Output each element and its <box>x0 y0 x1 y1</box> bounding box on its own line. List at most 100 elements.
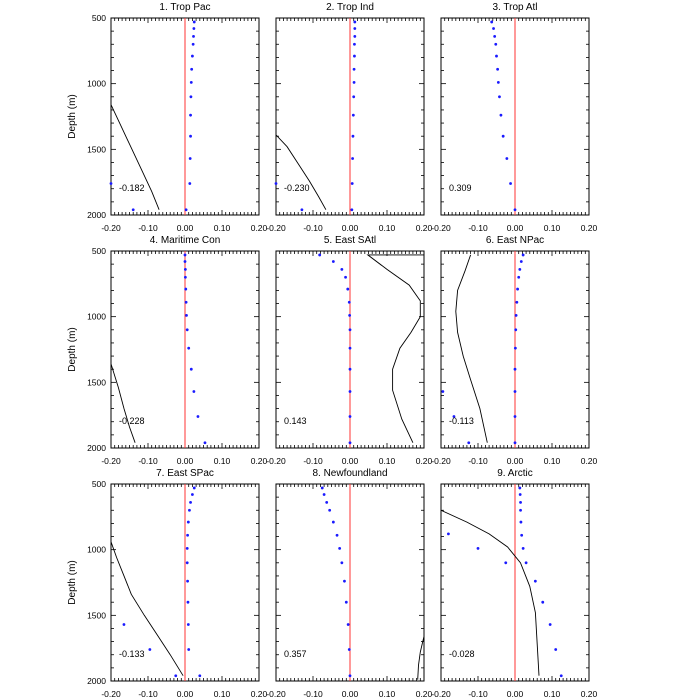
blue-dot <box>348 328 352 332</box>
x-tick-label: -0.20 <box>266 456 286 466</box>
blue-dot <box>131 208 135 212</box>
blue-dot <box>496 80 500 84</box>
blue-dot <box>331 520 335 524</box>
blue-dot <box>192 27 196 30</box>
blue-dot <box>192 34 195 38</box>
black-curve <box>441 509 540 676</box>
x-tick-label: 0.00 <box>342 689 359 699</box>
blue-dot <box>192 390 196 393</box>
blue-dot <box>189 500 192 504</box>
blue-dot <box>344 600 348 604</box>
blue-dot <box>183 253 187 257</box>
correlation-annotation: -0.133 <box>119 649 145 659</box>
x-tick-label: 0.00 <box>507 456 524 466</box>
x-tick-label: 0.20 <box>416 456 433 466</box>
blue-dot <box>340 267 344 271</box>
blue-dot <box>441 390 445 393</box>
blue-dot <box>492 27 495 30</box>
x-tick-label: 0.20 <box>416 223 433 233</box>
blue-dot <box>554 648 558 651</box>
panel-9: 9. Arctic -0.20 -0.10 0.00 0.10 0.20 -0.028 <box>431 468 597 699</box>
blue-dot <box>348 313 352 317</box>
y-axis-label: Depth (m) <box>67 560 78 604</box>
blue-dot <box>185 546 189 550</box>
correlation-annotation: 0.309 <box>449 183 472 193</box>
blue-dot <box>185 328 189 332</box>
blue-dot <box>340 561 344 565</box>
blue-dot <box>559 674 563 678</box>
blue-dot <box>513 441 517 445</box>
blue-dot <box>203 441 207 445</box>
blue-dot <box>524 561 528 565</box>
blue-dot <box>184 287 188 291</box>
x-tick-label: -0.10 <box>468 223 488 233</box>
blue-dot <box>353 27 357 30</box>
blue-dot <box>109 182 113 185</box>
black-curve <box>455 254 488 443</box>
black-curve <box>417 636 424 680</box>
blue-dot <box>344 275 347 279</box>
y-tick-label: 500 <box>92 479 106 489</box>
blue-dot <box>513 346 517 350</box>
x-tick-label: -0.10 <box>138 689 158 699</box>
blue-dot <box>274 182 278 185</box>
blue-dot <box>513 390 517 393</box>
blue-dot <box>320 486 324 490</box>
blue-dot <box>322 493 326 496</box>
blue-dot <box>189 113 192 117</box>
x-tick-label: 0.10 <box>214 456 231 466</box>
x-tick-label: -0.20 <box>431 223 451 233</box>
blue-dot <box>190 67 194 71</box>
black-curve <box>111 363 136 443</box>
x-tick-label: -0.10 <box>468 689 488 699</box>
blue-dot <box>520 533 524 537</box>
blue-dot <box>348 390 352 393</box>
panels-layer: 1. Trop Pac -0.20 -0.10 0.00 0.10 0.20 500 1000… <box>67 2 598 699</box>
y-tick-label: 2000 <box>87 443 106 453</box>
panel-8: 8. Newfoundland -0.20 -0.10 0.00 0.10 0.20 0.3… <box>266 468 432 699</box>
correlation-annotation: 0.357 <box>284 649 307 659</box>
blue-dot <box>514 313 518 317</box>
x-tick-label: 0.20 <box>416 689 433 699</box>
panel-7: 7. East SPac -0.20 -0.10 0.00 0.10 0.20 500 100… <box>67 468 268 699</box>
x-tick-label: 0.20 <box>581 223 598 233</box>
x-tick-label: 0.10 <box>544 223 561 233</box>
blue-dot <box>191 42 195 46</box>
blue-dot <box>192 20 196 24</box>
blue-dot <box>447 532 450 536</box>
blue-dot <box>338 546 342 550</box>
x-tick-label: -0.20 <box>431 456 451 466</box>
blue-dot <box>188 508 191 512</box>
blue-dot <box>493 34 497 38</box>
blue-dot <box>187 648 191 651</box>
y-axis-label: Depth (m) <box>67 94 78 138</box>
x-tick-label: 0.20 <box>251 456 268 466</box>
panel-title: 1. Trop Pac <box>159 2 210 13</box>
panel-title: 7. East SPac <box>156 468 214 479</box>
blue-dot <box>452 415 456 418</box>
panel-title: 8. Newfoundland <box>312 468 387 479</box>
blue-dot <box>174 674 178 678</box>
blue-dot <box>184 208 188 212</box>
blue-dot <box>351 113 355 117</box>
blue-dot <box>521 546 525 550</box>
blue-dot <box>328 508 332 512</box>
blue-dot <box>348 346 352 350</box>
y-tick-label: 1500 <box>87 377 106 387</box>
blue-dot <box>490 20 494 24</box>
blue-dot <box>348 674 352 678</box>
x-tick-label: -0.10 <box>303 456 323 466</box>
x-tick-label: -0.20 <box>101 689 121 699</box>
blue-dot <box>183 267 187 271</box>
blue-dot <box>183 275 187 279</box>
blue-dot <box>186 623 190 626</box>
blue-dot <box>476 546 480 550</box>
correlation-annotation: -0.230 <box>284 183 310 193</box>
x-tick-label: 0.00 <box>342 456 359 466</box>
blue-dot <box>517 275 521 279</box>
x-tick-label: 0.10 <box>379 689 396 699</box>
y-tick-label: 1500 <box>87 610 106 620</box>
blue-dot <box>467 441 471 445</box>
blue-dot <box>346 287 350 291</box>
